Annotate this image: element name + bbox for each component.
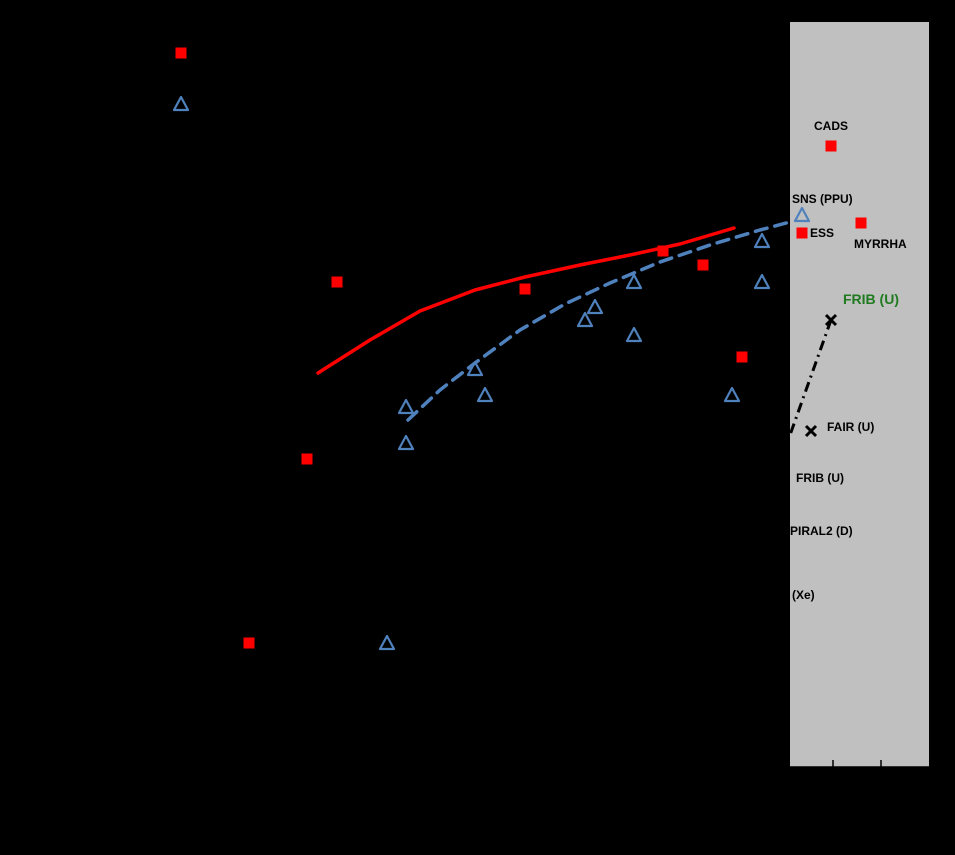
facility-marker-cads	[825, 140, 837, 152]
blue-triangle-marker	[476, 386, 494, 403]
red-square-marker	[519, 283, 531, 295]
label-frib-u-green: FRIB (U)	[843, 291, 899, 307]
facility-marker-sns-ppu	[793, 206, 811, 223]
red-square-marker	[657, 245, 669, 257]
red-square-marker	[697, 259, 709, 271]
blue-triangle-marker	[625, 273, 643, 290]
blue-triangle-marker	[397, 434, 415, 451]
blue-triangle-marker	[378, 634, 396, 651]
label-fair-u: FAIR (U)	[827, 420, 874, 434]
label-cads: CADS	[814, 119, 848, 133]
data-markers	[172, 47, 771, 651]
label-ess: ESS	[810, 226, 834, 240]
red-square-marker	[243, 637, 255, 649]
blue-triangle-marker	[576, 311, 594, 328]
blue-triangle-marker	[723, 386, 741, 403]
label-myrrha: MYRRHA	[854, 237, 907, 251]
blue-triangle-marker	[397, 398, 415, 415]
blue-triangle-marker	[753, 273, 771, 290]
red-square-marker	[331, 276, 343, 288]
facility-marker-fair-u	[804, 424, 818, 438]
red-square-marker	[736, 351, 748, 363]
red-square-marker	[175, 47, 187, 59]
facility-marker-frib-u	[824, 313, 838, 327]
facility-marker-myrrha	[855, 217, 867, 229]
label-sns-ppu: SNS (PPU)	[792, 192, 853, 206]
blue-triangle-marker	[625, 326, 643, 343]
facility-markers	[788, 140, 867, 438]
trend-line-blue-dashed	[406, 220, 792, 422]
label-xe: (Xe)	[792, 588, 815, 602]
blue-triangle-marker	[753, 232, 771, 249]
blue-triangle-marker	[466, 360, 484, 377]
label-spiral2-d: PIRAL2 (D)	[790, 524, 853, 538]
facility-panel	[790, 22, 929, 767]
label-frib-u: FRIB (U)	[796, 471, 844, 485]
blue-triangle-marker	[172, 95, 190, 112]
blue-triangle-marker	[586, 298, 604, 315]
red-square-marker	[301, 453, 313, 465]
facility-marker-ess	[796, 227, 808, 239]
